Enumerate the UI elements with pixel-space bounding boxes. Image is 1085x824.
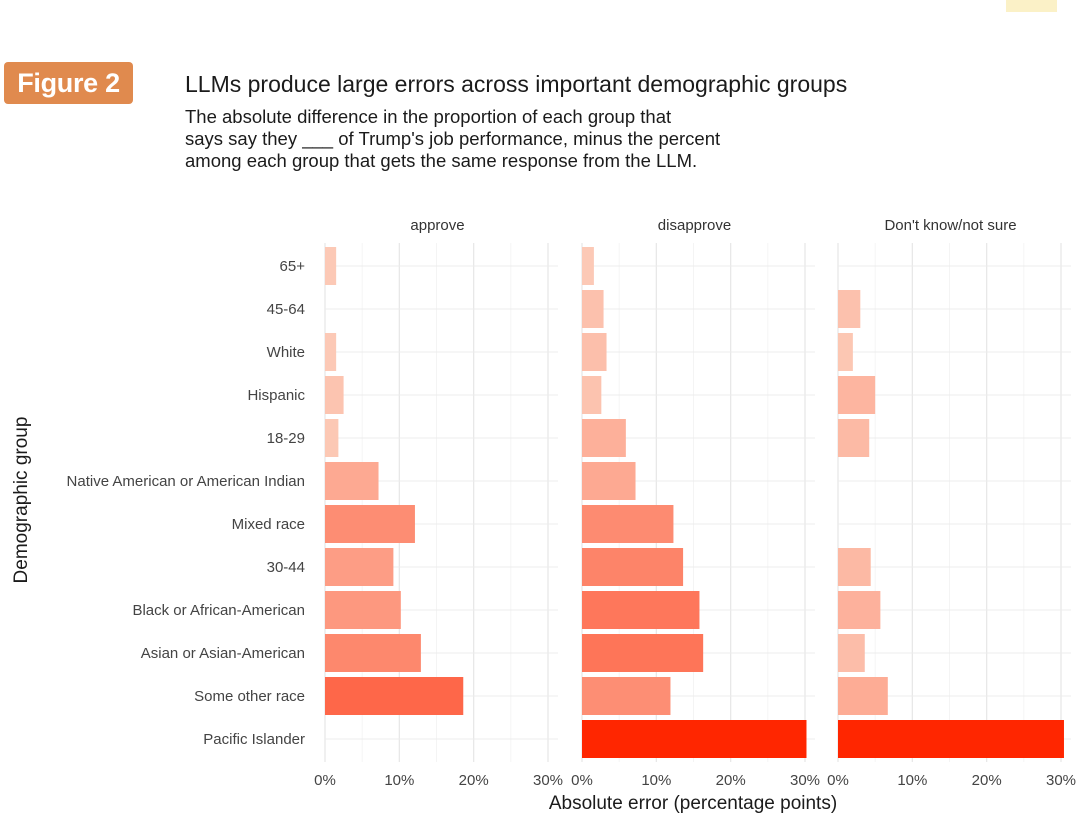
x-tick-label: 20% <box>716 772 746 789</box>
bar <box>582 720 807 758</box>
y-tick-label: Mixed race <box>232 516 305 533</box>
y-tick-label: Pacific Islander <box>203 731 305 748</box>
x-tick-label: 0% <box>571 772 593 789</box>
panel-0: approve 0% 10% 20% 30% <box>314 217 563 789</box>
x-tick-label: 10% <box>641 772 671 789</box>
bar <box>325 376 344 414</box>
bar <box>582 419 626 457</box>
bar <box>838 548 871 586</box>
corner-swatch <box>1006 0 1057 12</box>
x-tick-label: 10% <box>897 772 927 789</box>
x-tick-label: 30% <box>790 772 820 789</box>
bar <box>325 333 337 371</box>
bar <box>838 720 1064 758</box>
panel-1: disapprove 0% 10% 20% 30% <box>571 217 820 789</box>
bar <box>582 290 604 328</box>
x-axis-title: Absolute error (percentage points) <box>549 793 837 814</box>
bar <box>838 333 853 371</box>
x-tick-label: 20% <box>972 772 1002 789</box>
y-tick-label: White <box>267 344 305 361</box>
chart-subtitle: The absolute difference in the proportio… <box>185 106 721 171</box>
bar <box>582 634 704 672</box>
bar <box>582 505 674 543</box>
facet-label: disapprove <box>658 217 731 234</box>
figure-badge: Figure 2 <box>4 62 133 104</box>
y-tick-label: 30-44 <box>267 559 305 576</box>
bar <box>325 419 339 457</box>
bar <box>838 419 870 457</box>
y-axis-title: Demographic group <box>11 417 32 584</box>
y-tick-label: Hispanic <box>247 387 305 404</box>
x-tick-label: 30% <box>533 772 563 789</box>
facet-label: Don't know/not sure <box>884 217 1016 234</box>
facet-label: approve <box>410 217 464 234</box>
bar <box>582 677 671 715</box>
bar <box>582 333 607 371</box>
x-tick-label: 20% <box>459 772 489 789</box>
bar <box>838 634 865 672</box>
y-tick-label: Some other race <box>194 688 305 705</box>
bar <box>325 548 394 586</box>
chart-title: LLMs produce large errors across importa… <box>185 71 848 97</box>
bar <box>582 247 594 285</box>
bar <box>325 591 401 629</box>
y-tick-label: 18-29 <box>267 430 305 447</box>
bar <box>325 677 464 715</box>
y-tick-label: Black or African-American <box>132 602 305 619</box>
x-tick-label: 0% <box>314 772 336 789</box>
x-tick-label: 30% <box>1046 772 1076 789</box>
bar <box>582 548 684 586</box>
x-tick-label: 10% <box>384 772 414 789</box>
bar <box>838 290 861 328</box>
bar <box>325 247 337 285</box>
bar <box>838 376 876 414</box>
bar <box>838 677 888 715</box>
panel-2: Don't know/not sure 0% 10% 20% 30% <box>827 217 1076 789</box>
bar <box>325 634 421 672</box>
bar <box>582 591 700 629</box>
y-tick-label: 45-64 <box>267 301 305 318</box>
bar <box>838 591 881 629</box>
y-tick-label: Native American or American Indian <box>67 473 305 490</box>
y-tick-label: 65+ <box>280 258 306 275</box>
y-tick-label: Asian or Asian-American <box>141 645 305 662</box>
bar <box>325 462 379 500</box>
x-tick-label: 0% <box>827 772 849 789</box>
bar <box>582 376 602 414</box>
bar <box>325 505 415 543</box>
bar <box>582 462 636 500</box>
